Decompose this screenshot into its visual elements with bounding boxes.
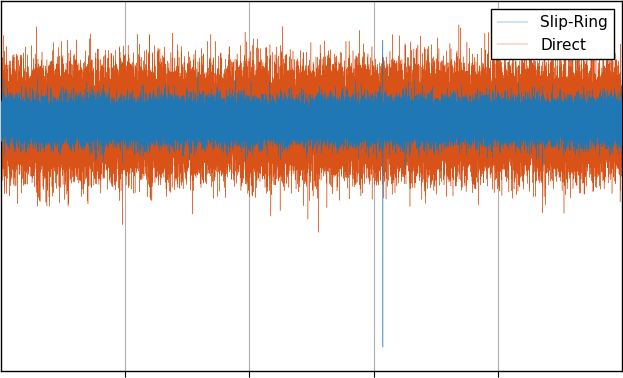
Legend: Slip-Ring, Direct: Slip-Ring, Direct [491,9,614,59]
Direct [0,113,5,118]
Slip-Ring [235,101,243,106]
Slip-Ring [0,116,5,121]
Direct [458,115,465,120]
Slip-Ring [147,86,155,91]
Direct [40,123,47,127]
Direct [371,105,379,110]
Slip-Ring [455,22,463,27]
Slip-Ring [371,130,379,134]
Direct [235,117,243,121]
Line: Direct: Direct [1,40,622,347]
Slip-Ring [618,115,623,120]
Slip-Ring [458,108,465,112]
Slip-Ring [40,113,47,118]
Direct [379,345,387,350]
Direct [147,133,155,138]
Slip-Ring [334,119,341,123]
Line: Slip-Ring: Slip-Ring [1,25,622,232]
Direct [618,102,623,107]
Direct [379,38,386,42]
Slip-Ring [315,230,323,235]
Direct [334,129,341,133]
